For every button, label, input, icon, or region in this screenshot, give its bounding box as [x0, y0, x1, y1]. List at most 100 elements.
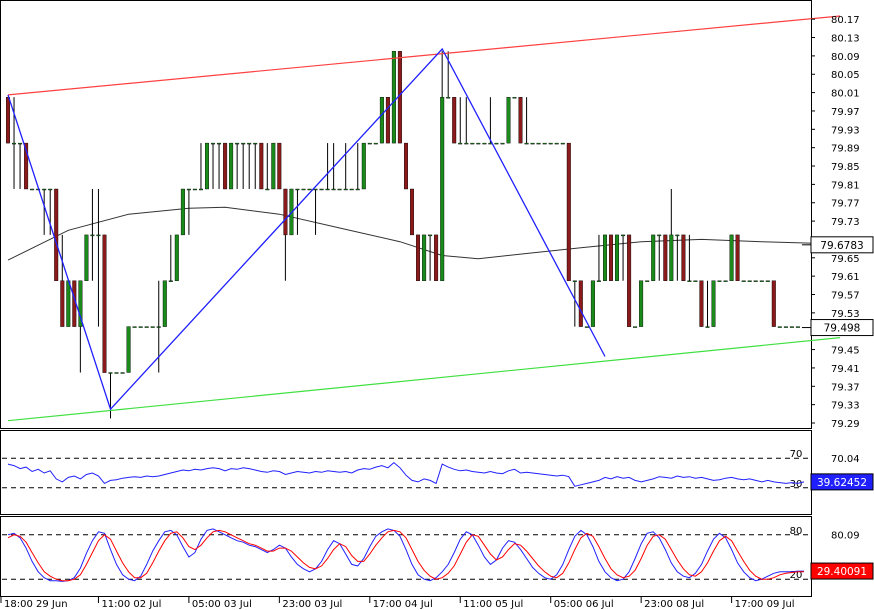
price-tick-label: 80.13 — [831, 34, 860, 45]
candle — [645, 280, 650, 282]
candle-body — [470, 142, 475, 145]
candle — [379, 96, 384, 144]
candle-body — [434, 234, 439, 281]
candle-body — [283, 188, 288, 236]
candle — [18, 142, 23, 189]
candles-layer — [5, 51, 800, 419]
candle — [391, 51, 396, 144]
sub-tick-label: 70.04 — [831, 454, 860, 465]
price-tick-label: 79.41 — [831, 364, 860, 375]
candle — [192, 188, 197, 191]
candle-body — [24, 142, 29, 190]
candle-body — [156, 326, 161, 328]
candle — [229, 142, 234, 190]
candle — [295, 188, 300, 235]
candle-body — [247, 142, 252, 145]
candle-body — [96, 234, 101, 237]
candle — [596, 234, 601, 282]
candle-body — [530, 142, 535, 145]
candle — [759, 280, 764, 282]
candle-body — [331, 188, 336, 191]
zigzag-line — [7, 47, 606, 411]
candle — [729, 234, 734, 281]
candle-body — [777, 326, 782, 328]
candle-body — [361, 142, 366, 190]
candle-body — [464, 142, 469, 145]
candle-body — [229, 142, 234, 190]
candle-body — [536, 142, 541, 145]
time-tick-label: 23:00 08 Jul — [644, 599, 704, 610]
stoch-k-line — [7, 528, 804, 582]
candle-body — [343, 188, 348, 191]
candle — [783, 326, 788, 328]
time-tick-label: 05:00 03 Jul — [192, 599, 252, 610]
candle-body — [452, 96, 457, 144]
candle-body — [132, 326, 137, 328]
candle-body — [150, 326, 155, 328]
candle-body — [319, 188, 324, 191]
candle-body — [578, 280, 583, 327]
candle-body — [301, 188, 306, 191]
candle — [542, 142, 547, 145]
candle-body — [162, 280, 167, 327]
candle-body — [783, 326, 788, 328]
time-tick-label: 17:00 09 Jul — [735, 599, 795, 610]
candle-body — [500, 142, 505, 145]
candle-body — [693, 280, 698, 282]
candle-body — [669, 234, 674, 281]
candle — [186, 188, 191, 235]
candle — [174, 234, 179, 281]
candle-body — [675, 234, 680, 237]
candle — [210, 142, 215, 189]
price-tick-label: 79.37 — [831, 382, 860, 393]
candle — [422, 234, 427, 281]
candle — [789, 326, 794, 328]
candle — [584, 326, 589, 328]
candle-body — [391, 51, 396, 144]
candle-body — [687, 280, 692, 282]
channel-layer — [7, 15, 841, 422]
candle-body — [681, 234, 686, 281]
candle-body — [663, 234, 668, 281]
candle — [717, 280, 722, 282]
price-tick-label: 80.05 — [831, 70, 860, 81]
candle-body — [590, 280, 595, 327]
candle — [144, 326, 149, 328]
candle — [168, 234, 173, 282]
candle-body — [440, 96, 445, 282]
candle — [518, 96, 523, 144]
time-tick-label: 18:00 29 Jun — [4, 599, 68, 610]
candle-body — [271, 142, 276, 190]
candle — [247, 142, 252, 189]
candle — [78, 280, 83, 373]
candle-body — [313, 188, 318, 191]
candle — [735, 234, 740, 281]
candle — [301, 188, 306, 191]
candle-body — [186, 188, 191, 191]
candle — [114, 372, 119, 374]
candle — [687, 234, 692, 282]
price-tick-label: 79.73 — [831, 217, 860, 228]
price-tick-label: 79.53 — [831, 309, 860, 320]
candle-body — [180, 188, 185, 236]
candle-body — [60, 280, 65, 327]
candle-body — [651, 234, 656, 281]
candle — [657, 234, 662, 281]
candle — [482, 142, 487, 145]
price-label-text: 79.6783 — [820, 240, 863, 252]
price-tick-label: 79.65 — [831, 254, 860, 265]
candle-body — [223, 142, 228, 190]
time-tick-label: 23:00 03 Jul — [282, 599, 342, 610]
candle — [277, 142, 282, 190]
current-value-badge — [810, 562, 874, 580]
current-value-text: 29.40091 — [817, 566, 867, 578]
candle — [373, 142, 378, 145]
candle-body — [144, 326, 149, 328]
candle — [132, 326, 137, 328]
candle — [416, 234, 421, 281]
price-tick-label: 79.57 — [831, 291, 860, 302]
candle — [337, 188, 342, 191]
candle — [30, 188, 35, 191]
candle-body — [422, 234, 427, 281]
